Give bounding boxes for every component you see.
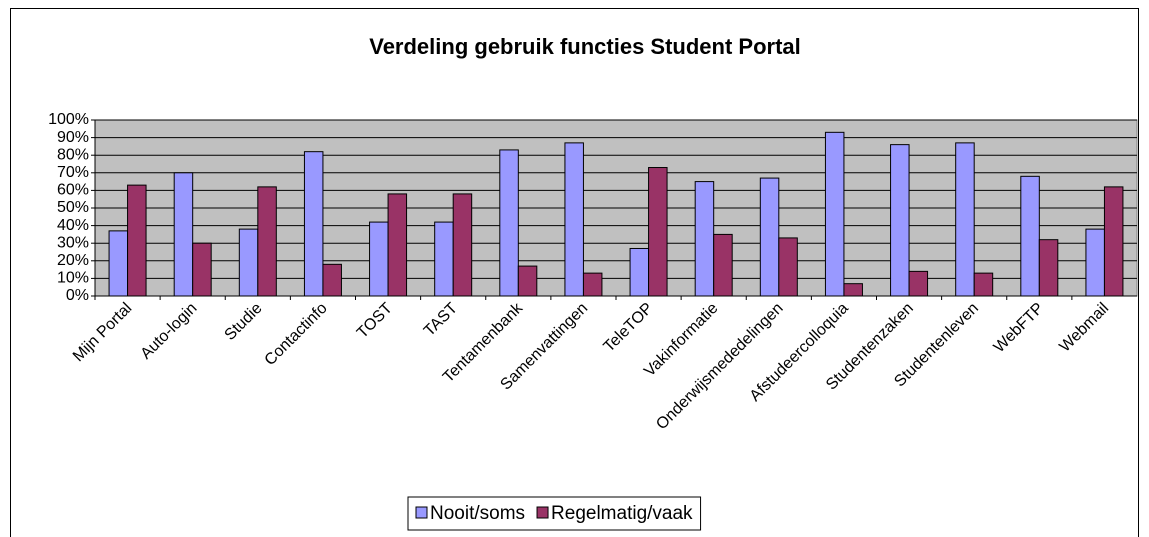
bar <box>843 283 863 297</box>
bar <box>564 142 584 297</box>
bar <box>173 172 194 297</box>
bar <box>108 230 129 297</box>
y-tick-label: 100% <box>48 111 89 128</box>
bar <box>955 142 975 297</box>
legend-swatch <box>536 506 549 519</box>
y-tick-label: 60% <box>57 182 89 199</box>
legend-label: Regelmatig/vaak <box>551 503 693 524</box>
bar <box>257 186 277 297</box>
bar <box>648 167 668 297</box>
bar <box>694 181 715 297</box>
y-tick-label: 30% <box>57 234 89 251</box>
bar <box>582 272 603 297</box>
bar <box>713 233 733 297</box>
y-tick-label: 90% <box>57 129 89 146</box>
y-tick-label: 70% <box>57 164 89 181</box>
bar <box>322 263 342 297</box>
bar <box>192 242 212 297</box>
bar <box>452 193 473 297</box>
bar <box>1085 228 1105 297</box>
bar <box>517 265 538 297</box>
bar <box>369 221 389 297</box>
bar <box>127 184 147 297</box>
bar <box>824 131 845 297</box>
y-tick-label: 50% <box>57 199 89 216</box>
y-tick-label: 20% <box>57 252 89 269</box>
y-tick-label: 10% <box>57 270 89 287</box>
bar <box>890 144 910 297</box>
bar <box>778 237 798 297</box>
bar <box>1103 186 1124 297</box>
bar <box>434 221 454 297</box>
chart-title: Verdeling gebruik functies Student Porta… <box>369 34 801 59</box>
bar <box>303 151 324 297</box>
bar <box>238 228 259 297</box>
bar <box>1038 239 1059 297</box>
bar <box>908 270 929 297</box>
bar <box>629 247 650 297</box>
y-tick-label: 0% <box>66 287 89 304</box>
legend-label: Nooit/soms <box>430 503 525 524</box>
legend-box <box>407 496 702 531</box>
bar <box>387 193 408 297</box>
bar <box>1020 175 1040 297</box>
legend-swatch <box>415 506 428 519</box>
y-tick-label: 40% <box>57 217 89 234</box>
y-tick-label: 80% <box>57 146 89 163</box>
bar <box>973 272 994 297</box>
bar <box>759 177 780 297</box>
legend: Nooit/soms Regelmatig/vaak <box>407 496 702 531</box>
bar <box>499 149 519 297</box>
